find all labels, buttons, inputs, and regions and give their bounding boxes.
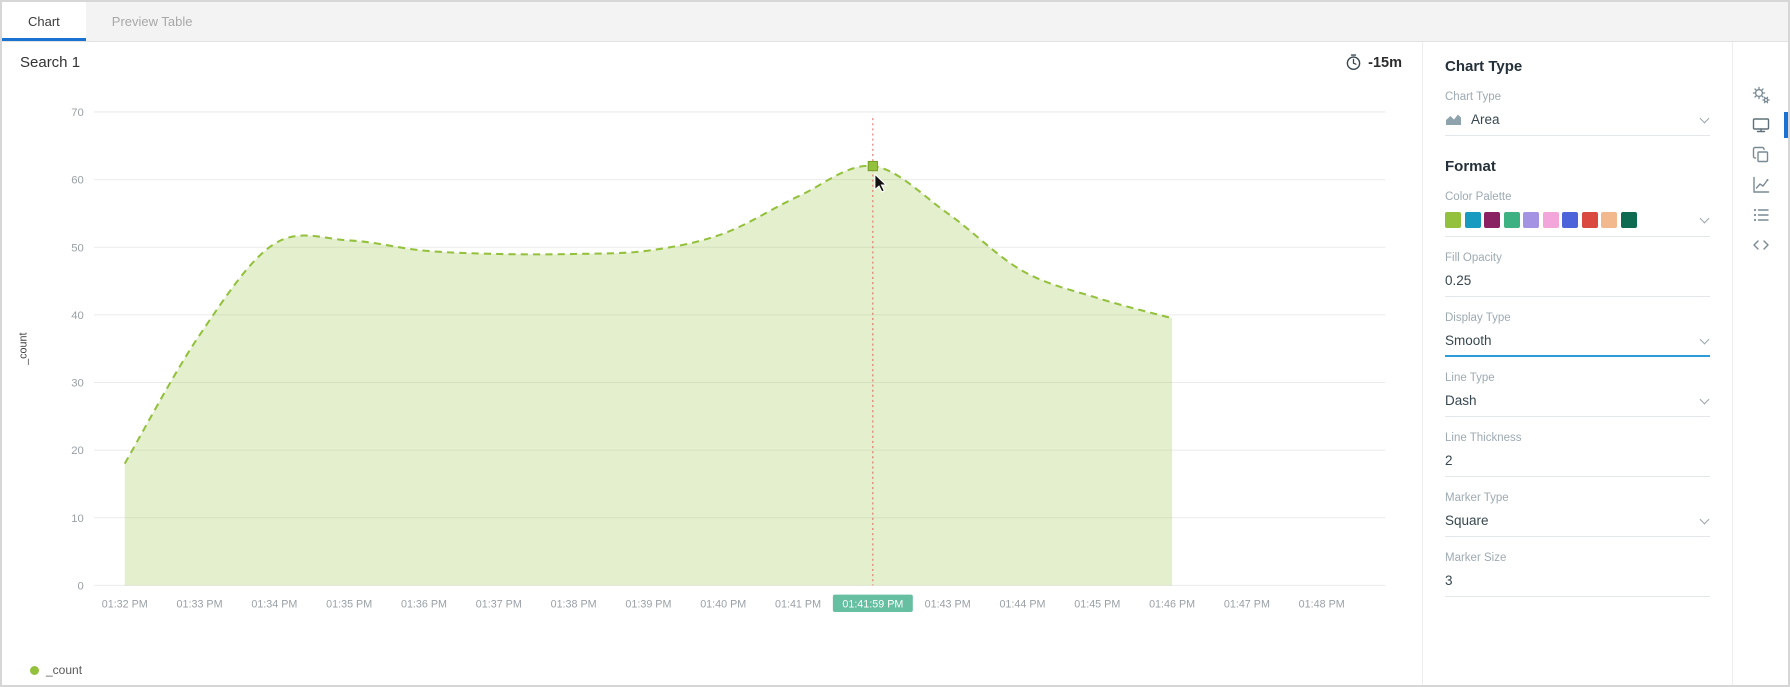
display-type-label: Display Type <box>1445 312 1511 324</box>
line-type-field: Line Type Dash <box>1445 372 1710 417</box>
svg-text:01:41:59 PM: 01:41:59 PM <box>842 598 903 610</box>
line-thickness-input[interactable] <box>1445 453 1710 477</box>
svg-text:01:45 PM: 01:45 PM <box>1074 598 1120 610</box>
marker-type-field: Marker Type Square <box>1445 492 1710 537</box>
svg-text:01:33 PM: 01:33 PM <box>177 598 223 610</box>
chevron-down-icon <box>1699 514 1710 524</box>
line-type-value: Dash <box>1445 393 1477 408</box>
area-chart-type-icon <box>1446 114 1461 125</box>
main-content: Search 1 -15m 0 10 20 30 40 50 60 70 _count 01:32… <box>2 42 1788 685</box>
svg-text:20: 20 <box>71 445 84 457</box>
chart-type-label: Chart Type <box>1445 91 1502 103</box>
chart-type-field: Chart Type Area <box>1445 91 1710 136</box>
svg-text:01:43 PM: 01:43 PM <box>925 598 971 610</box>
svg-text:10: 10 <box>71 513 84 525</box>
clock-icon <box>1346 54 1361 70</box>
line-type-select[interactable]: Dash <box>1445 393 1710 417</box>
time-range-label: -15m <box>1368 54 1402 71</box>
section-title-chart-type: Chart Type <box>1445 58 1523 75</box>
svg-text:60: 60 <box>71 175 84 187</box>
svg-text:0: 0 <box>77 580 83 592</box>
palette-swatch[interactable] <box>1542 212 1559 228</box>
palette-swatch[interactable] <box>1581 212 1598 228</box>
right-toolbar <box>1732 42 1788 685</box>
marker-type-select[interactable]: Square <box>1445 513 1710 537</box>
svg-text:01:36 PM: 01:36 PM <box>401 598 447 610</box>
color-palette-swatches <box>1445 212 1637 228</box>
tab-bar: Chart Preview Table <box>2 2 1788 42</box>
area-chart[interactable]: 0 10 20 30 40 50 60 70 _count 01:32 PM 01:33 PM 01:… <box>12 73 1416 632</box>
svg-text:01:35 PM: 01:35 PM <box>326 598 372 610</box>
svg-text:01:32 PM: 01:32 PM <box>102 598 148 610</box>
copy-icon[interactable] <box>1749 144 1773 166</box>
chevron-down-icon <box>1699 394 1710 404</box>
legend[interactable]: _count <box>12 661 1416 685</box>
marker-size-label: Marker Size <box>1445 552 1507 564</box>
svg-text:01:40 PM: 01:40 PM <box>700 598 746 610</box>
palette-swatch[interactable] <box>1562 212 1578 228</box>
svg-text:01:34 PM: 01:34 PM <box>251 598 297 610</box>
svg-text:01:39 PM: 01:39 PM <box>625 598 671 610</box>
display-type-field: Display Type Smooth <box>1445 312 1710 357</box>
color-palette-label: Color Palette <box>1445 191 1512 203</box>
svg-text:70: 70 <box>71 107 84 119</box>
chart-title: Search 1 <box>20 54 81 71</box>
fill-opacity-label: Fill Opacity <box>1445 252 1502 264</box>
active-tool-indicator <box>1784 112 1788 138</box>
palette-swatch[interactable] <box>1464 212 1481 228</box>
svg-text:01:44 PM: 01:44 PM <box>999 598 1045 610</box>
tab-preview-table[interactable]: Preview Table <box>111 14 193 29</box>
settings-icon[interactable] <box>1749 84 1773 106</box>
svg-text:01:37 PM: 01:37 PM <box>476 598 522 610</box>
svg-text:01:41 PM: 01:41 PM <box>775 598 821 610</box>
svg-text:40: 40 <box>71 310 84 322</box>
chart-icon[interactable] <box>1749 174 1773 196</box>
svg-text:01:48 PM: 01:48 PM <box>1299 598 1345 610</box>
marker-type-value: Square <box>1445 513 1489 528</box>
chart-type-select[interactable]: Area <box>1445 112 1710 136</box>
chevron-down-icon <box>1699 213 1710 224</box>
settings-panel: Chart Type Chart Type Area Format Color … <box>1422 42 1732 685</box>
marker-size-field: Marker Size <box>1445 552 1710 597</box>
color-palette-select[interactable] <box>1445 212 1710 237</box>
svg-text:50: 50 <box>71 242 84 254</box>
chart-header: Search 1 -15m <box>12 50 1416 73</box>
legend-color-dot <box>30 665 39 675</box>
time-range-control[interactable]: -15m <box>1345 54 1402 71</box>
chart-type-value: Area <box>1471 112 1500 127</box>
chevron-down-icon <box>1699 113 1710 123</box>
display-type-select[interactable]: Smooth <box>1445 333 1710 357</box>
section-title-format: Format <box>1445 158 1496 175</box>
palette-swatch[interactable] <box>1620 212 1637 228</box>
marker-size-input[interactable] <box>1445 573 1710 597</box>
fill-opacity-input[interactable] <box>1445 273 1710 297</box>
svg-text:30: 30 <box>71 378 84 390</box>
display-type-value: Smooth <box>1445 333 1492 348</box>
tab-chart[interactable]: Chart <box>2 2 86 41</box>
palette-swatch[interactable] <box>1484 212 1500 228</box>
palette-swatch[interactable] <box>1601 212 1617 228</box>
line-type-label: Line Type <box>1445 372 1495 384</box>
display-icon[interactable] <box>1749 114 1773 136</box>
svg-text:01:38 PM: 01:38 PM <box>551 598 597 610</box>
svg-text:_count: _count <box>17 333 29 366</box>
legend-label: _count <box>46 663 83 677</box>
line-thickness-label: Line Thickness <box>1445 432 1522 444</box>
marker-type-label: Marker Type <box>1445 492 1509 504</box>
code-icon[interactable] <box>1749 234 1773 256</box>
svg-text:01:46 PM: 01:46 PM <box>1149 598 1195 610</box>
palette-swatch[interactable] <box>1523 212 1539 228</box>
svg-text:01:47 PM: 01:47 PM <box>1224 598 1270 610</box>
line-thickness-field: Line Thickness <box>1445 432 1710 477</box>
list-icon[interactable] <box>1749 204 1773 226</box>
fill-opacity-field: Fill Opacity <box>1445 252 1710 297</box>
chart-region: Search 1 -15m 0 10 20 30 40 50 60 70 _count 01:32… <box>2 42 1422 685</box>
palette-swatch[interactable] <box>1503 212 1520 228</box>
chevron-down-icon <box>1699 334 1710 344</box>
color-palette-field: Color Palette <box>1445 191 1710 237</box>
palette-swatch[interactable] <box>1445 212 1461 228</box>
